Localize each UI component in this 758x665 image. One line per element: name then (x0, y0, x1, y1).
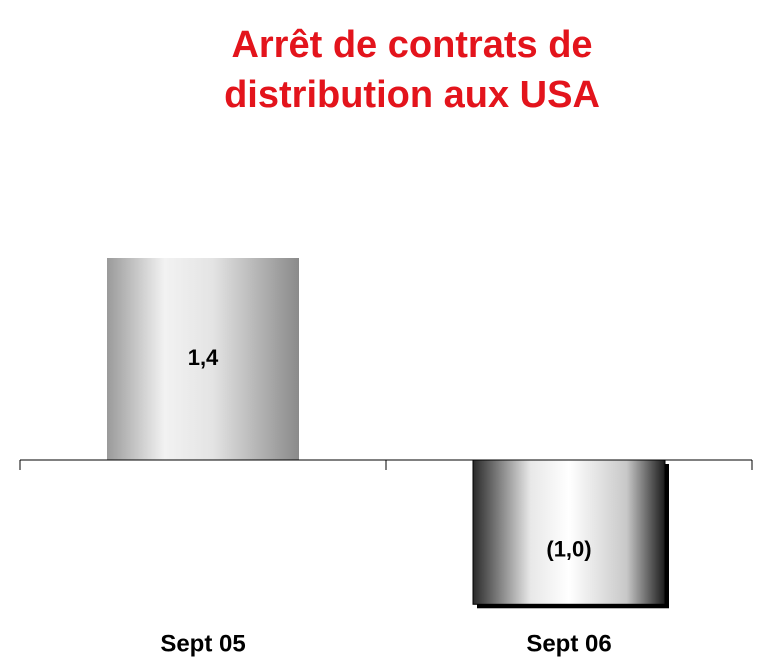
value-label: (1,0) (546, 537, 591, 562)
chart-title: distribution aux USA (224, 74, 600, 116)
plot (107, 258, 669, 609)
chart-title: Arrêt de contrats de (231, 24, 592, 66)
x-tick-label: Sept 05 (160, 630, 245, 657)
bar (472, 459, 666, 605)
bar (107, 258, 299, 460)
value-label: 1,4 (188, 345, 219, 370)
x-tick-label: Sept 06 (526, 630, 611, 657)
